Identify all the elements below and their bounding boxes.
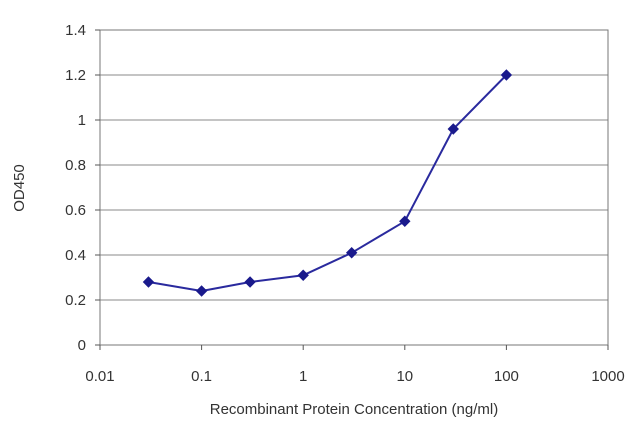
data-point xyxy=(500,69,513,81)
data-point xyxy=(297,269,309,281)
plot-area xyxy=(99,29,609,346)
y-tick-label: 1.4 xyxy=(65,22,86,39)
y-axis-ticks: 0 0.2 0.4 0.6 0.8 1 1.2 1.4 xyxy=(65,22,100,354)
x-tick-label: 1 xyxy=(299,368,307,385)
data-point xyxy=(195,285,208,297)
y-tick-label: 0.8 xyxy=(65,157,86,174)
data-point xyxy=(244,276,256,288)
data-point xyxy=(447,123,459,135)
y-tick-label: 0.6 xyxy=(65,202,86,219)
y-axis-title: OD450 xyxy=(11,164,28,212)
data-point xyxy=(142,276,155,288)
y-tick-label: 1 xyxy=(78,112,86,129)
data-series xyxy=(142,69,513,297)
y-tick-label: 0.2 xyxy=(65,292,86,309)
x-tick-label: 100 xyxy=(494,368,519,385)
data-point xyxy=(345,247,358,259)
x-tick-label: 0.1 xyxy=(191,368,212,385)
series-line xyxy=(148,74,508,292)
x-axis-title: Recombinant Protein Concentration (ng/ml… xyxy=(210,401,498,418)
grid-lines xyxy=(100,74,608,301)
y-tick-label: 1.2 xyxy=(65,67,86,84)
x-tick-label: 10 xyxy=(396,368,413,385)
x-tick-label: 1000 xyxy=(591,368,624,385)
data-point xyxy=(399,215,411,227)
y-tick-label: 0 xyxy=(78,337,86,354)
x-tick-label: 0.01 xyxy=(85,368,114,385)
y-tick-label: 0.4 xyxy=(65,247,86,264)
x-axis-ticks: 0.01 0.1 1 10 100 1000 xyxy=(85,345,625,385)
